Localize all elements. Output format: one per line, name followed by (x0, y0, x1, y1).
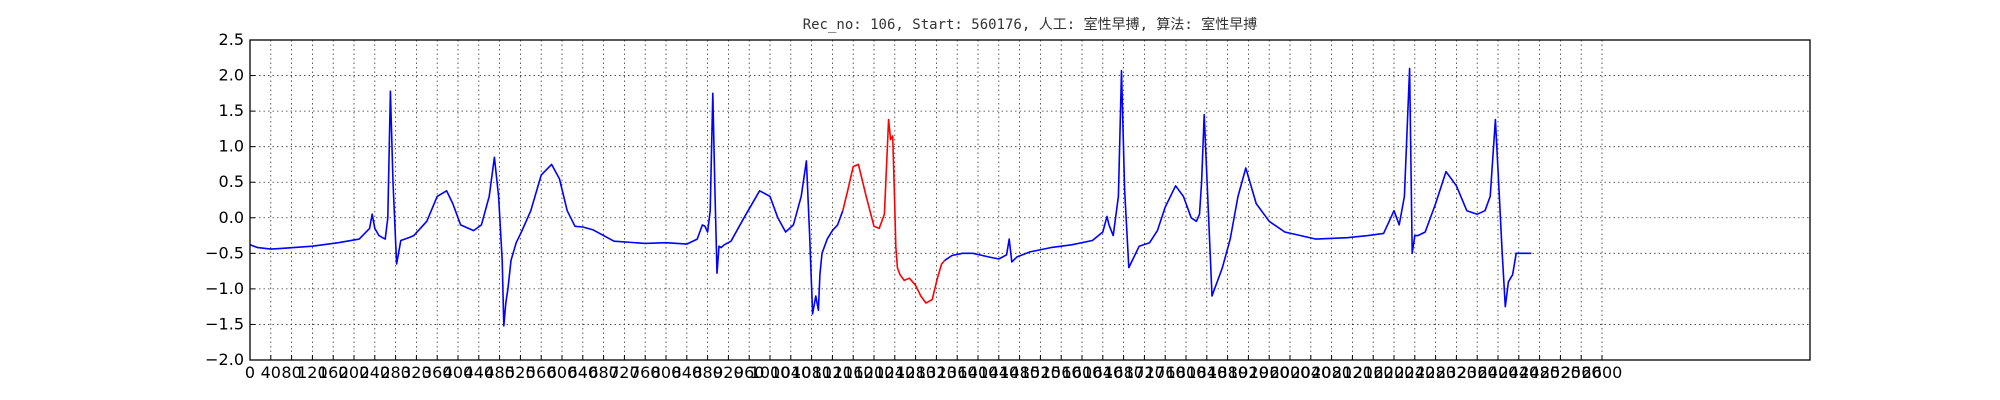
x-tick-label: 1520 (1020, 363, 1061, 382)
x-tick-label: 1000 (750, 363, 791, 382)
x-tick-label: 1080 (791, 363, 832, 382)
x-tick-label: 2120 (1332, 363, 1373, 382)
x-tick-label: 1160 (833, 363, 874, 382)
y-tick-label: 2.5 (219, 30, 244, 49)
x-tick-label: 2520 (1540, 363, 1581, 382)
x-tick-label: 1440 (978, 363, 1019, 382)
y-tick-label: 2.0 (219, 66, 244, 85)
x-tick-label: 1320 (916, 363, 957, 382)
x-tick-label: 160 (318, 363, 349, 382)
x-tick-label: 2240 (1394, 363, 1435, 382)
x-tick-label: 840 (672, 363, 703, 382)
y-axis: −2.0 −1.5 −1.0 −0.5 0.0 0.5 1.0 1.5 2.0 2.5 (205, 30, 255, 369)
x-tick-label: 1280 (895, 363, 936, 382)
x-tick-label: 640 (568, 363, 599, 382)
x-tick-label: 1880 (1207, 363, 1248, 382)
x-tick-label: 280 (380, 363, 411, 382)
series-line-2 (842, 118, 946, 304)
plot-frame (249, 39, 1811, 361)
x-tick-label: 40 (261, 363, 281, 382)
x-tick-label: 360 (422, 363, 453, 382)
x-tick-label: 1600 (1062, 363, 1103, 382)
y-tick-label: 0.5 (219, 172, 244, 191)
x-tick-label: 2600 (1582, 363, 1623, 382)
x-tick-label: 2560 (1561, 363, 1602, 382)
x-tick-label: 600 (547, 363, 578, 382)
y-tick-label: −0.5 (205, 243, 244, 262)
x-tick-label: 240 (360, 363, 391, 382)
x-tick-label: 80 (281, 363, 301, 382)
x-tick-label: 1560 (1041, 363, 1082, 382)
y-tick-label: −1.5 (205, 314, 244, 333)
x-tick-label: 2200 (1374, 363, 1415, 382)
y-tick-label: −2.0 (205, 350, 244, 369)
x-tick-label: 1200 (854, 363, 895, 382)
x-tick-label: 520 (505, 363, 536, 382)
x-tick-label: 1120 (812, 363, 853, 382)
x-tick-label: 1920 (1228, 363, 1269, 382)
y-tick-label: 0.0 (219, 208, 244, 227)
x-tick-label: 2280 (1415, 363, 1456, 382)
y-tick-label: 1.5 (219, 101, 244, 120)
x-tick-label: 1960 (1249, 363, 1290, 382)
y-tick-label: 1.0 (219, 137, 244, 156)
x-tick-label: 320 (401, 363, 432, 382)
x-tick-label: 200 (339, 363, 370, 382)
x-axis: 0 40 8012016020024028032036040044048052056… (245, 355, 1622, 382)
x-tick-label: 2360 (1457, 363, 1498, 382)
x-tick-label: 720 (609, 363, 640, 382)
x-tick-label: 800 (651, 363, 682, 382)
x-tick-label: 2000 (1270, 363, 1311, 382)
x-tick-label: 400 (443, 363, 474, 382)
x-tick-label: 1680 (1103, 363, 1144, 382)
x-tick-label: 2440 (1498, 363, 1539, 382)
x-tick-label: 2160 (1353, 363, 1394, 382)
x-tick-label: 1360 (937, 363, 978, 382)
x-tick-label: 2480 (1519, 363, 1560, 382)
x-tick-label: 2040 (1290, 363, 1331, 382)
x-tick-label: 1480 (999, 363, 1040, 382)
x-tick-label: 1640 (1082, 363, 1123, 382)
x-tick-label: 1760 (1145, 363, 1186, 382)
x-tick-label: 960 (734, 363, 765, 382)
y-tick-label: −1.0 (205, 279, 244, 298)
x-tick-label: 560 (526, 363, 557, 382)
x-tick-label: 1240 (874, 363, 915, 382)
series-line-3 (944, 67, 1532, 308)
x-tick-label: 680 (588, 363, 619, 382)
series-lines (249, 67, 1532, 327)
x-tick-label: 920 (713, 363, 744, 382)
x-tick-label: 1040 (770, 363, 811, 382)
x-tick-label: 760 (630, 363, 661, 382)
x-tick-label: 2400 (1478, 363, 1519, 382)
chart-title: Rec_no: 106, Start: 560176, 人工: 室性早搏, 算法… (803, 16, 1258, 33)
x-tick-label: 120 (297, 363, 328, 382)
x-tick-label: 1400 (958, 363, 999, 382)
x-tick-label: 480 (484, 363, 515, 382)
x-tick-label: 2080 (1311, 363, 1352, 382)
x-tick-label: 0 (245, 363, 255, 382)
x-tick-label: 1840 (1186, 363, 1227, 382)
x-tick-label: 1800 (1166, 363, 1207, 382)
x-tick-label: 1720 (1124, 363, 1165, 382)
x-tick-label: 440 (464, 363, 495, 382)
x-tick-label: 880 (692, 363, 723, 382)
grid-lines (250, 40, 1810, 360)
series-line-1 (249, 90, 844, 327)
x-tick-label: 2320 (1436, 363, 1477, 382)
